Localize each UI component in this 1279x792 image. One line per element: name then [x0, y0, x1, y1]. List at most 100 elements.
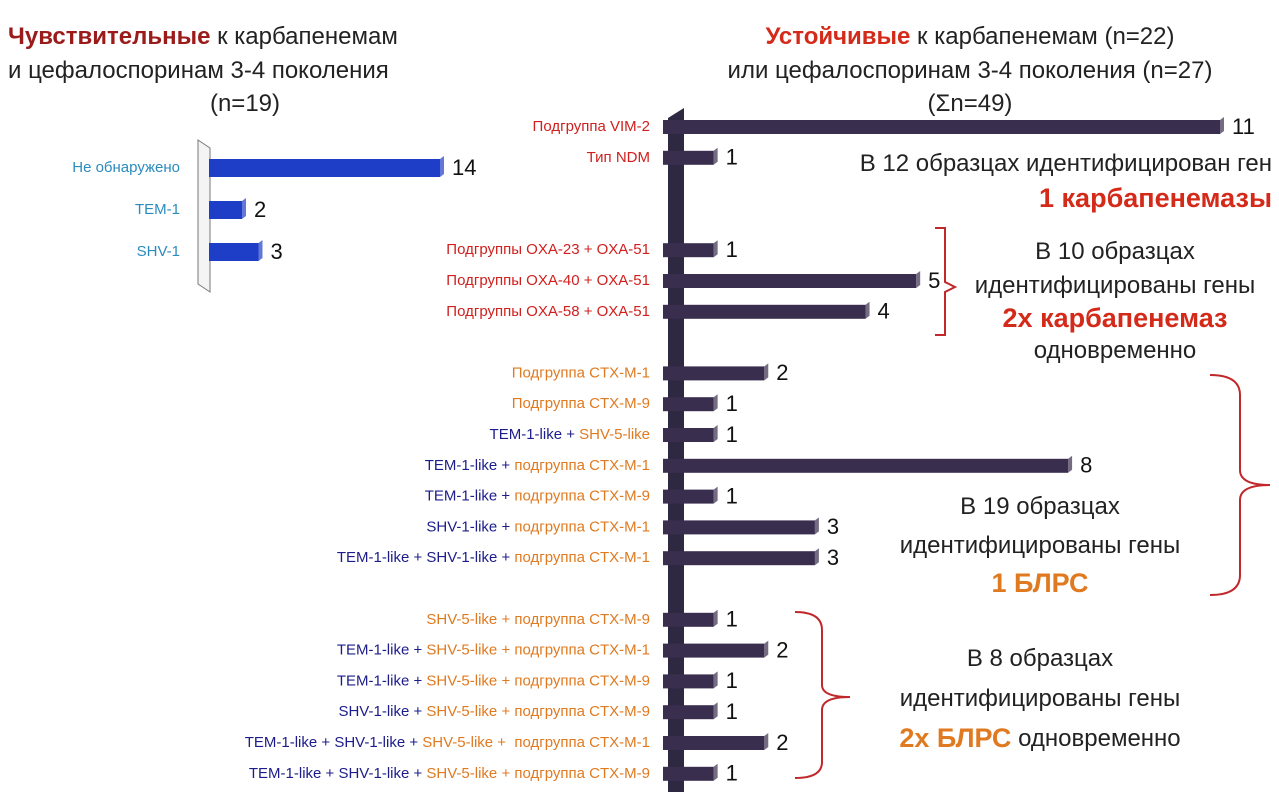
bar-end [814, 548, 819, 566]
category-label: TEM-1-like + SHV-5-like [490, 426, 650, 443]
value-label: 11 [1232, 114, 1255, 139]
annotation-part: 2х карбапенемаз [1003, 303, 1228, 333]
bar-end [764, 640, 769, 658]
chart-title: Устойчивые к карбапенемам (n=22) [765, 23, 1174, 50]
value-label: 5 [928, 268, 940, 293]
annotation-part: 2х БЛРС [899, 723, 1011, 753]
bar [663, 612, 714, 627]
category-label-part: SHV-5-like + подгруппа CTX-M-1 [426, 642, 650, 659]
value-label: 1 [726, 483, 738, 508]
bar-end [814, 517, 819, 535]
category-label-part: SHV-1 [137, 243, 180, 260]
category-label: TEM-1-like + SHV-1-like + подгруппа CTX-… [337, 549, 650, 566]
category-label-part: SHV-1-like + [426, 518, 514, 535]
annotation-part: 1 карбапенемазы [1039, 183, 1272, 213]
annotation: 2х БЛРС одновременно [899, 723, 1180, 753]
value-label: 1 [726, 607, 738, 632]
category-label-part: SHV-1-like + [338, 703, 426, 720]
bar-end [713, 240, 718, 258]
bar-end [713, 702, 718, 720]
category-label-part: Подгруппы OXA-23 + OXA-51 [446, 241, 650, 258]
value-label: 8 [1080, 453, 1092, 478]
bar [663, 120, 1220, 134]
bar [663, 274, 917, 288]
category-label-part: TEM-1-like + [490, 426, 580, 443]
value-label: 1 [726, 699, 738, 724]
bar-end [916, 271, 921, 288]
category-label: SHV-1 [137, 243, 180, 260]
category-label: TEM-1-like + SHV-1-like + SHV-5-like + п… [249, 765, 650, 782]
category-label-part: TEM-1-like + SHV-1-like + [249, 765, 427, 782]
value-label: 1 [726, 391, 738, 416]
bracket [794, 611, 851, 779]
bar [663, 705, 714, 720]
bracket [1209, 374, 1271, 596]
bar [663, 304, 866, 319]
chart-title-part: или цефалоспоринам 3-4 поколения (n=27) [728, 57, 1213, 84]
category-label: SHV-1-like + подгруппа CTX-M-1 [426, 518, 650, 535]
annotation: В 10 образцах [1035, 238, 1195, 265]
annotation: идентифицированы гены [975, 272, 1256, 299]
category-label-part: SHV-5-like + подгруппа CTX-M-9 [426, 703, 650, 720]
value-label: 1 [726, 761, 738, 786]
bar-end [1220, 117, 1224, 134]
category-label-part: TEM-1-like + [337, 672, 427, 689]
annotation-part: идентифицированы гены [900, 685, 1181, 712]
value-label: 2 [776, 360, 788, 385]
category-label: Подгруппа CTX-M-1 [512, 364, 650, 381]
bar-end [764, 733, 769, 750]
bar-end [713, 394, 718, 412]
category-label-part: подгруппа CTX-M-1 [514, 518, 650, 535]
bar [209, 159, 440, 177]
category-label: Тип NDM [587, 149, 650, 166]
value-label: 2 [254, 197, 266, 222]
chart-title-part: и цефалоспоринам 3-4 поколения [8, 57, 389, 84]
category-label-part: SHV-5-like + подгруппа CTX-M-9 [426, 765, 650, 782]
bar-end [1068, 455, 1073, 473]
category-label: SHV-5-like + подгруппа CTX-M-9 [426, 611, 650, 628]
bar [209, 243, 259, 261]
annotation-part: В 19 образцах [960, 493, 1120, 520]
bar [663, 551, 815, 566]
value-label: 3 [827, 545, 839, 570]
chart-title-part: (Σn=49) [928, 90, 1013, 117]
category-label-part: TEM-1-like + [425, 488, 515, 505]
bar-end [440, 156, 444, 177]
category-label-part: TEM-1-like + SHV-1-like + [245, 734, 423, 751]
annotation: 1 БЛРС [991, 568, 1088, 598]
bar [663, 674, 714, 689]
chart-title-part: к карбапенемам (n=22) [910, 23, 1174, 50]
annotation-part: В 8 образцах [967, 645, 1113, 672]
annotation-part: В 12 образцах идентифицирован ген [860, 150, 1272, 177]
bar-end [713, 425, 718, 442]
annotation: 1 карбапенемазы [1039, 183, 1272, 213]
category-label: TEM-1 [135, 201, 180, 218]
annotation-part: одновременно [1034, 337, 1197, 364]
bar [663, 458, 1069, 473]
annotation: В 19 образцах [960, 493, 1120, 520]
value-label: 4 [878, 299, 890, 324]
category-label: Подгруппа VIM-2 [533, 118, 650, 135]
chart-title: или цефалоспоринам 3-4 поколения (n=27) [728, 57, 1213, 84]
bar-end [713, 609, 718, 627]
bar-end [713, 671, 718, 689]
value-label: 3 [271, 239, 283, 264]
category-label-part: TEM-1-like + [337, 642, 427, 659]
category-label-part: TEM-1-like + [425, 457, 515, 474]
bar-end [258, 240, 263, 261]
category-label-part: Подгруппы OXA-40 + OXA-51 [446, 272, 650, 289]
bar [663, 428, 714, 442]
category-label-part: подгруппа CTX-M-1 [514, 549, 650, 566]
category-label-part: подгруппа CTX-M-1 [514, 457, 650, 474]
bar [663, 736, 765, 750]
category-label-part: SHV-5-like + подгруппа CTX-M-9 [426, 672, 650, 689]
bar [663, 643, 765, 658]
chart-title: и цефалоспоринам 3-4 поколения [8, 57, 389, 84]
category-label: Подгруппы OXA-40 + OXA-51 [446, 272, 650, 289]
value-label: 2 [776, 730, 788, 755]
category-label: Подгруппа CTX-M-9 [512, 395, 650, 412]
category-label-part: SHV-5-like [579, 426, 650, 443]
bar-end [865, 301, 870, 319]
category-label: Подгруппы OXA-23 + OXA-51 [446, 241, 650, 258]
